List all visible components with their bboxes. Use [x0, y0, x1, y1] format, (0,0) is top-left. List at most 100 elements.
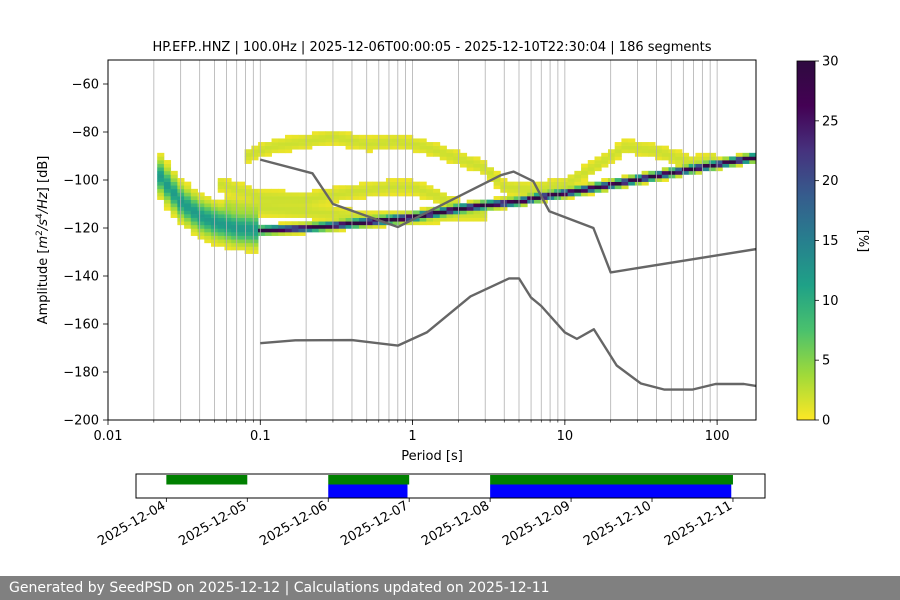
- heatmap-cell: [735, 163, 743, 168]
- heatmap-cell: [332, 188, 340, 193]
- heatmap-cell: [702, 160, 710, 164]
- heatmap-cell: [581, 170, 589, 175]
- heatmap-cell: [271, 142, 279, 146]
- heatmap-cell: [385, 214, 394, 218]
- heatmap-cell: [305, 206, 313, 211]
- heatmap-cell: [291, 214, 299, 218]
- heatmap-cell: [237, 214, 246, 218]
- heatmap-cell: [379, 142, 387, 146]
- heatmap-cell: [480, 167, 488, 172]
- heatmap-cell: [614, 156, 622, 161]
- heatmap-cell: [224, 196, 232, 200]
- heatmap-cell: [372, 145, 380, 150]
- heatmap-cell: [204, 199, 212, 204]
- heatmap-cell: [204, 228, 212, 233]
- heatmap-cell: [244, 185, 252, 190]
- heatmap-cell: [385, 142, 394, 146]
- heatmap-cell: [433, 210, 441, 215]
- heatmap-cell: [359, 210, 367, 215]
- heatmap-cell: [426, 214, 434, 218]
- heatmap-cell: [251, 188, 259, 193]
- heatmap-cell: [406, 134, 414, 139]
- heatmap-cell: [298, 138, 306, 143]
- heatmap-cell: [513, 185, 521, 190]
- heatmap-cell: [379, 224, 387, 229]
- heatmap-cell: [258, 228, 266, 233]
- heatmap-cell: [231, 242, 239, 247]
- heatmap-cell: [258, 232, 266, 236]
- timeline-tick-label: 2025-12-10: [581, 498, 654, 549]
- heatmap-cell: [473, 163, 481, 168]
- heatmap-cell: [547, 185, 555, 190]
- heatmap-cell: [392, 181, 400, 186]
- heatmap-cell: [365, 138, 373, 143]
- heatmap-cell: [406, 181, 414, 186]
- heatmap-cell: [406, 188, 414, 193]
- heatmap-cell: [258, 203, 266, 208]
- heatmap-cell: [298, 142, 306, 146]
- heatmap-cell: [251, 217, 259, 222]
- heatmap-cell: [237, 185, 246, 190]
- heatmap-cell: [641, 142, 649, 146]
- heatmap-cell: [318, 221, 326, 226]
- heatmap-cell: [311, 206, 320, 211]
- heatmap-cell: [352, 214, 360, 218]
- heatmap-cell: [581, 188, 589, 193]
- heatmap-cell: [385, 217, 394, 222]
- y-axis-ticks: −60 −80 −100 −120 −140 −160 −180 −200: [63, 78, 108, 429]
- heatmap-cell: [170, 170, 178, 175]
- heatmap-cell: [480, 160, 488, 164]
- heatmap-cell: [459, 210, 468, 215]
- heatmap-cell: [258, 192, 266, 197]
- heatmap-cell: [473, 167, 481, 172]
- heatmap-cell: [507, 196, 515, 200]
- heatmap-cell: [513, 188, 521, 193]
- heatmap-cell: [365, 145, 373, 150]
- heatmap-cell: [419, 217, 427, 222]
- heatmap-cell: [655, 178, 663, 182]
- heatmap-cell: [567, 174, 575, 179]
- heatmap-cell: [197, 210, 205, 215]
- heatmap-cell: [379, 134, 387, 139]
- heatmap-cell: [473, 214, 481, 218]
- heatmap-cell: [681, 160, 690, 164]
- heatmap-cell: [614, 152, 622, 157]
- heatmap-cell: [311, 199, 320, 204]
- heatmap-cell: [157, 152, 165, 157]
- heatmap-cell: [184, 221, 192, 226]
- heatmap-cell: [419, 206, 427, 211]
- heatmap-cell: [157, 174, 165, 179]
- heatmap-cell: [540, 181, 548, 186]
- heatmap-cell: [406, 214, 414, 218]
- heatmap-cell: [433, 217, 441, 222]
- heatmap-cell: [231, 196, 239, 200]
- heatmap-cell: [231, 185, 239, 190]
- heatmap-cell: [392, 214, 400, 218]
- colorbar-tick-label: 10: [822, 294, 839, 309]
- heatmap-cell: [433, 196, 441, 200]
- heatmap-cell: [688, 167, 696, 172]
- chart-title: HP.EFP..HNZ | 100.0Hz | 2025-12-06T00:00…: [152, 40, 711, 55]
- heatmap-cell: [190, 232, 198, 236]
- heatmap-cell: [204, 224, 212, 229]
- heatmap-cell: [675, 167, 683, 172]
- heatmap-cell: [311, 228, 320, 233]
- heatmap-cell: [298, 221, 306, 226]
- heatmap-cell: [446, 214, 454, 218]
- heatmap-cell: [749, 156, 756, 161]
- heatmap-cell: [224, 192, 232, 197]
- heatmap-cell: [392, 192, 400, 197]
- heatmap-cell: [406, 178, 414, 182]
- heatmap-cell: [385, 178, 394, 182]
- heatmap-cell: [365, 221, 373, 226]
- heatmap-cell: [305, 214, 313, 218]
- heatmap-cell: [702, 163, 710, 168]
- heatmap-cell: [412, 142, 420, 146]
- heatmap-cell: [439, 145, 447, 150]
- heatmap-cell: [399, 134, 407, 139]
- heatmap-cell: [648, 142, 656, 146]
- heatmap-cell: [372, 138, 380, 143]
- heatmap-cell: [426, 188, 434, 193]
- heatmap-cell: [264, 192, 272, 197]
- heatmap-cell: [244, 152, 252, 157]
